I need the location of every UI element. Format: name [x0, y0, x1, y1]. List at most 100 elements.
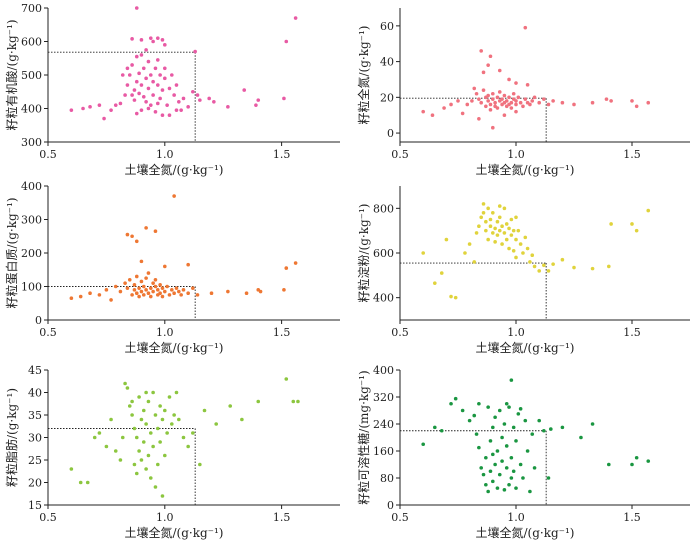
data-point — [155, 426, 160, 431]
data-point — [514, 255, 518, 260]
data-point — [144, 390, 148, 395]
x-axis-label: 土壤全氮/(g·kg⁻¹) — [124, 162, 223, 177]
data-point — [167, 113, 172, 117]
y-tick-label: 80 — [380, 472, 394, 485]
data-point — [144, 226, 148, 230]
data-point — [509, 217, 514, 222]
data-point — [158, 283, 162, 287]
x-tick-label: 1.0 — [156, 326, 174, 339]
data-point — [174, 390, 179, 395]
data-point — [542, 263, 546, 268]
data-point — [104, 444, 109, 449]
data-point — [172, 413, 176, 417]
y-tick-label: 30 — [28, 432, 42, 445]
data-point — [609, 99, 613, 103]
data-point — [542, 428, 546, 433]
data-point — [525, 449, 530, 453]
data-point — [500, 242, 504, 246]
data-point — [167, 86, 172, 91]
data-point — [181, 288, 186, 292]
data-point — [472, 413, 477, 418]
data-point — [630, 222, 634, 226]
data-point — [113, 284, 118, 289]
data-point — [495, 233, 500, 237]
data-point — [481, 70, 486, 75]
data-point — [532, 95, 537, 100]
data-point — [421, 109, 426, 114]
data-point — [523, 25, 528, 30]
data-point — [134, 79, 139, 84]
data-point — [88, 291, 92, 296]
data-point — [181, 96, 186, 101]
data-point — [528, 489, 532, 494]
data-point — [504, 444, 509, 448]
data-point — [507, 226, 511, 231]
data-point — [155, 288, 160, 292]
data-point — [174, 108, 179, 112]
data-point — [132, 283, 137, 287]
data-point — [518, 100, 523, 105]
scatter-panel-3: 0.5 1.0 1.5 0 100 200 300 400 土壤全氮/(g·kg⁻¹) 籽粒蛋白质… — [4, 180, 340, 355]
data-point — [130, 37, 134, 41]
data-point — [453, 295, 458, 300]
data-point — [607, 462, 611, 467]
data-point — [530, 99, 535, 103]
data-point — [186, 444, 190, 449]
data-point — [514, 99, 518, 103]
data-point — [139, 83, 144, 87]
data-point — [209, 291, 214, 296]
data-point — [525, 83, 530, 87]
data-point — [242, 88, 247, 92]
data-point — [160, 113, 165, 117]
data-point — [491, 452, 495, 457]
y-tick-label: 20 — [380, 91, 394, 104]
data-point — [507, 77, 511, 82]
data-point — [474, 432, 479, 436]
x-tick-label: 1.5 — [273, 148, 291, 161]
y-tick-label: 20 — [28, 477, 42, 490]
data-point — [137, 286, 141, 290]
data-point — [125, 83, 130, 87]
data-point — [528, 260, 532, 264]
y-tick-label: 800 — [373, 202, 394, 215]
data-point — [497, 68, 502, 73]
data-point — [160, 88, 165, 92]
data-point — [118, 289, 123, 294]
data-point — [296, 399, 300, 404]
data-point — [97, 431, 102, 435]
data-point — [521, 251, 525, 255]
data-point — [537, 269, 541, 273]
data-point — [284, 266, 289, 270]
data-point — [69, 108, 74, 112]
data-point — [491, 211, 495, 215]
data-point — [132, 98, 137, 102]
data-point — [102, 116, 106, 121]
data-point — [137, 91, 141, 96]
data-point — [560, 425, 565, 430]
data-point — [444, 237, 449, 242]
y-tick-label: 60 — [380, 20, 394, 33]
data-point — [153, 229, 158, 234]
scatter-panel-4: 0.5 1.0 1.5 400 600 800 土壤全氮/(g·kg⁻¹) 籽粒淀粉/(g·k… — [356, 186, 690, 355]
data-point — [85, 480, 90, 485]
y-tick-label: 600 — [21, 36, 42, 49]
data-point — [158, 73, 162, 77]
data-point — [293, 261, 298, 265]
data-point — [144, 48, 148, 52]
data-point — [488, 102, 493, 107]
data-point — [433, 425, 437, 430]
data-point — [148, 73, 153, 77]
data-point — [546, 476, 551, 480]
data-point — [488, 469, 493, 474]
data-point — [195, 293, 200, 297]
data-point — [484, 455, 488, 460]
data-point — [254, 103, 258, 107]
data-point — [472, 86, 477, 91]
data-point — [509, 455, 514, 460]
data-point — [144, 76, 148, 81]
x-tick-label: 1.5 — [623, 326, 641, 339]
data-point — [453, 396, 458, 401]
data-point — [158, 404, 162, 408]
data-point — [542, 97, 546, 101]
data-point — [137, 71, 141, 76]
